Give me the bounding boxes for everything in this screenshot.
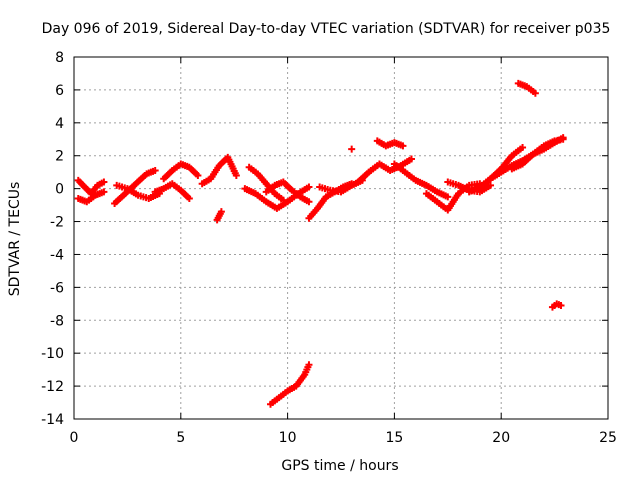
data-point-arc-x — [531, 89, 539, 97]
x-axis-label: GPS time / hours — [281, 458, 398, 474]
data-point-arc-y — [557, 301, 565, 309]
data-point-arc-c — [151, 167, 159, 175]
data-point-arc-a — [100, 178, 108, 186]
data-point-arc-j — [305, 183, 313, 191]
chart-title: Day 096 of 2019, Sidereal Day-to-day VTE… — [42, 21, 611, 37]
axis-ticks: 0 5 10 15 20 25 -14 -12 -10 -8 -6 -4 -2 0 2 4 6 8 — [41, 50, 617, 446]
y-tick-label: -12 — [41, 379, 64, 395]
data-point-arc-h — [217, 208, 225, 216]
x-tick-label: 0 — [70, 430, 79, 446]
y-tick-label: 6 — [55, 83, 64, 99]
y-tick-label: -4 — [50, 247, 64, 263]
x-tick-label: 20 — [492, 430, 510, 446]
x-tick-label: 25 — [599, 430, 617, 446]
data-point-arc-o — [407, 155, 415, 163]
y-tick-label: -10 — [41, 346, 64, 362]
data-point-arc-e — [194, 171, 202, 179]
data-point-arc-q — [348, 145, 356, 153]
data-point-arc-f — [185, 195, 193, 203]
data-point-arc-r — [444, 193, 452, 201]
grid-lines — [74, 57, 608, 419]
y-tick-label: -14 — [41, 412, 64, 428]
y-tick-label: -8 — [50, 313, 64, 329]
y-tick-label: 2 — [55, 149, 64, 165]
x-tick-label: 5 — [176, 430, 185, 446]
data-point-arc-p — [399, 142, 407, 150]
y-tick-label: 0 — [55, 182, 64, 198]
x-tick-label: 15 — [385, 430, 403, 446]
data-point-arc-g — [232, 171, 240, 179]
data-point-arc-l — [305, 361, 313, 369]
plot-frame — [73, 56, 609, 420]
data-points — [74, 79, 567, 408]
data-point-arc-t — [487, 181, 495, 189]
data-point-arc-k — [305, 198, 313, 206]
y-tick-label: 8 — [55, 50, 64, 66]
y-axis-label: SDTVAR / TECUs — [7, 182, 23, 297]
y-tick-label: -6 — [50, 280, 64, 296]
y-tick-label: 4 — [55, 116, 64, 132]
data-point-arc-w — [559, 135, 567, 143]
x-tick-label: 10 — [279, 430, 297, 446]
data-point-arc-u — [519, 144, 527, 151]
data-point-arc-b — [100, 188, 108, 196]
y-tick-label: -2 — [50, 215, 64, 231]
